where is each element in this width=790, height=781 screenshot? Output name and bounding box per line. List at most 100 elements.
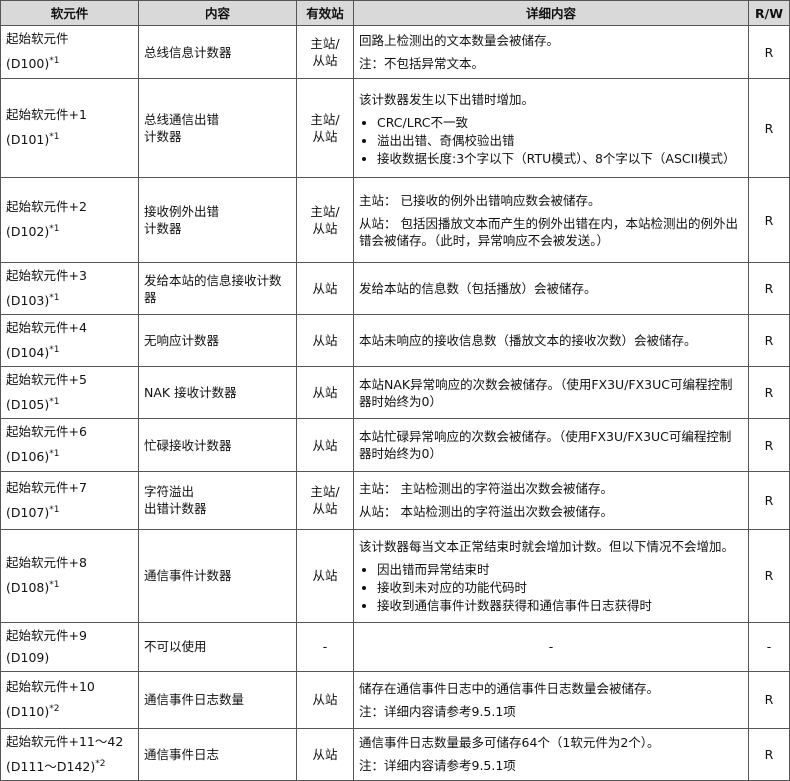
header-cell: 内容 — [138, 0, 297, 26]
device-address: (D111～D142)*2 — [6, 753, 133, 778]
address: (D108) — [6, 580, 50, 596]
address: (D100) — [6, 56, 50, 72]
device-name: 起始软元件+9 — [6, 627, 87, 643]
table-row: 起始软元件+3 (D103)*1 发给本站的信息接收计数器 从站 发给本站的信息数（包括… — [0, 261, 790, 316]
content-line: 出错计数器 — [144, 501, 207, 517]
detail-cell: 本站NAK异常响应的次数会被储存。（使用FX3U/FX3UC可编程控制器时始终为… — [353, 366, 749, 420]
content-line: 总线信息计数器 — [144, 44, 232, 60]
content-cell: 通信事件计数器 — [138, 528, 297, 623]
content-line: NAK 接收计数器 — [144, 385, 237, 401]
content-line: 通信事件日志数量 — [144, 692, 245, 708]
station-line: 从站 — [312, 333, 338, 349]
content-line: 发给本站的信息接收计数器 — [144, 272, 282, 305]
footnote-mark: *1 — [49, 132, 60, 143]
station-cell: 从站 — [296, 727, 354, 781]
table-row: 起始软元件+11～42 (D111～D142)*2 通信事件日志 从站 通信事件日志数量… — [0, 727, 790, 781]
device-address: (D102)*1 — [6, 218, 133, 243]
header-row: 软元件 内容 有效站 详细内容 R/W — [0, 0, 790, 26]
detail-cell: - — [353, 621, 749, 672]
rw-cell: R — [748, 366, 790, 420]
device-cell: 起始软元件+9 (D109) — [0, 621, 139, 672]
device-cell: 起始软元件+8 (D108)*1 — [0, 528, 139, 623]
device-name: 起始软元件+4 — [6, 320, 87, 336]
footnote-mark: *1 — [49, 293, 60, 303]
content-line: 接收例外出错 — [144, 204, 220, 219]
device-address: (D110)*2 — [6, 698, 133, 723]
detail-cell: 通信事件日志数量最多可储存64个（1软元件为2个）。 注：详细内容请参考9.5.1… — [353, 727, 749, 781]
content-line: 字符溢出 — [144, 484, 195, 500]
content-cell: 字符溢出 出错计数器 — [138, 470, 297, 530]
footnote-mark: *1 — [49, 397, 60, 408]
address: (D109) — [6, 649, 50, 665]
station-line: 从站 — [312, 129, 338, 144]
content-cell: NAK 接收计数器 — [138, 366, 297, 420]
table-row: 起始软元件 (D100)*1 总线信息计数器 主站/从站 回路上检测出的文本数量会被储存… — [0, 25, 790, 79]
station-line: 从站 — [312, 692, 338, 708]
device-cell: 起始软元件+7 (D107)*1 — [0, 470, 139, 530]
rw-cell: R — [748, 78, 790, 178]
table-row: 起始软元件+9 (D109) 不可以使用 - - - — [0, 621, 790, 672]
footnote-mark: *1 — [49, 345, 60, 356]
station-cell: 从站 — [296, 314, 354, 368]
station-cell: 从站 — [296, 670, 354, 729]
bullet-item: 接收数据长度:3个字以下（RTU模式）、8个字以下（ASCII模式） — [377, 150, 743, 167]
footnote-mark: *1 — [49, 580, 60, 591]
device-cell: 起始软元件+5 (D105)*1 — [0, 366, 139, 420]
address: (D103) — [6, 293, 50, 309]
content-cell: 发给本站的信息接收计数器 — [138, 261, 297, 316]
content-cell: 不可以使用 — [138, 621, 297, 672]
device-name: 起始软元件+10 — [6, 679, 95, 695]
station-line: 主站/ — [310, 36, 340, 51]
table-body: 起始软元件 (D100)*1 总线信息计数器 主站/从站 回路上检测出的文本数量会被储存… — [0, 25, 790, 781]
address: (D110) — [6, 704, 50, 720]
address: (D105) — [6, 397, 50, 413]
content-cell: 总线通信出错 计数器 — [138, 78, 297, 178]
device-name: 起始软元件+7 — [6, 479, 87, 495]
detail-text: 注：不包括异常文本。 — [359, 56, 485, 71]
table-row: 起始软元件+10 (D110)*2 通信事件日志数量 从站 储存在通信事件日志中的通信事… — [0, 670, 790, 729]
footnote-mark: *1 — [49, 224, 60, 235]
rw-cell: - — [748, 621, 790, 672]
content-cell: 总线信息计数器 — [138, 25, 297, 79]
device-name: 起始软元件+3 — [6, 268, 87, 283]
address: (D106) — [6, 449, 50, 465]
device-name: 起始软元件+1 — [6, 107, 87, 123]
detail-text: 本站NAK异常响应的次数会被储存。（使用FX3U/FX3UC可编程控制器时始终为… — [359, 376, 733, 409]
station-cell: 从站 — [296, 528, 354, 623]
detail-text: 注：详细内容请参考9.5.1项 — [359, 703, 516, 719]
content-line: 计数器 — [144, 221, 182, 236]
bullet-item: 接收到未对应的功能代码时 — [377, 579, 743, 596]
device-address: (D100)*1 — [6, 50, 133, 75]
device-address: (D104)*1 — [6, 339, 133, 364]
station-line: 从站 — [312, 53, 338, 68]
header-cell: R/W — [748, 0, 790, 26]
content-line: 通信事件日志 — [144, 746, 220, 762]
content-line: 不可以使用 — [144, 639, 207, 655]
content-line: 计数器 — [144, 129, 182, 144]
device-cell: 起始软元件+4 (D104)*1 — [0, 314, 139, 368]
station-line: 从站 — [312, 568, 338, 584]
bullet-item: 溢出出错、奇偶校验出错 — [377, 132, 743, 149]
station-cell: 从站 — [296, 366, 354, 420]
device-cell: 起始软元件+2 (D102)*1 — [0, 177, 139, 263]
table-row: 起始软元件+1 (D101)*1 总线通信出错 计数器 主站/从站 该计数器发生以下出错时… — [0, 78, 790, 178]
device-name: 起始软元件+2 — [6, 199, 87, 215]
device-cell: 起始软元件+10 (D110)*2 — [0, 670, 139, 729]
device-name: 起始软元件+11～42 — [6, 733, 124, 749]
detail-cell: 主站： 主站检测出的字符溢出次数会被储存。 从站： 本站检测出的字符溢出次数会被储… — [353, 470, 749, 530]
header-cell: 详细内容 — [353, 0, 749, 26]
detail-cell: 发给本站的信息数（包括播放）会被储存。 — [353, 261, 749, 316]
table-row: 起始软元件+7 (D107)*1 字符溢出 出错计数器 主站/从站 主站： 主站检测出的字… — [0, 470, 790, 530]
device-address: (D107)*1 — [6, 499, 133, 524]
station-cell: 从站 — [296, 261, 354, 316]
bullet-item: CRC/LRC不一致 — [377, 114, 743, 131]
station-cell: 主站/从站 — [296, 25, 354, 79]
rw-cell: R — [748, 314, 790, 368]
table-row: 起始软元件+8 (D108)*1 通信事件计数器 从站 该计数器每当文本正常结束时就会增… — [0, 528, 790, 623]
detail-text: 回路上检测出的文本数量会被储存。 — [359, 33, 560, 48]
rw-cell: R — [748, 177, 790, 263]
device-cell: 起始软元件 (D100)*1 — [0, 25, 139, 79]
rw-cell: R — [748, 418, 790, 472]
station-line: 从站 — [312, 437, 338, 453]
